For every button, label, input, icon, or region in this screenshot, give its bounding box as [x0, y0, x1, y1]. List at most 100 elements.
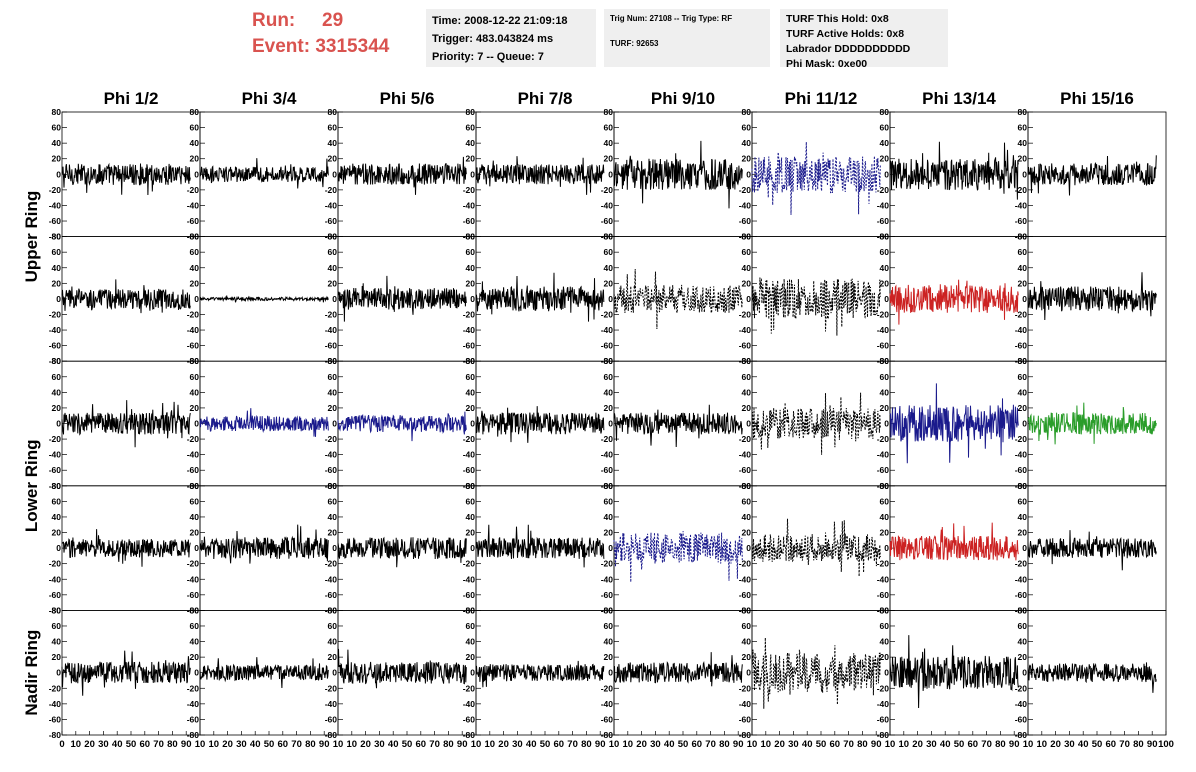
y-tick-label: 0: [470, 668, 475, 678]
x-tick-label: 10: [623, 739, 634, 750]
y-tick-label: 80: [880, 356, 890, 366]
y-tick-label: -80: [877, 730, 890, 740]
y-tick-label: -80: [877, 232, 890, 242]
y-tick-label: 60: [1018, 372, 1028, 382]
y-tick-label: 40: [604, 637, 614, 647]
x-tick-label: 30: [374, 739, 385, 750]
y-tick-label: 80: [52, 356, 62, 366]
y-tick-label: 20: [604, 278, 614, 288]
y-tick-label: 0: [1022, 169, 1027, 179]
x-tick-label: 80: [995, 739, 1006, 750]
y-tick-label: -60: [739, 590, 752, 600]
x-tick-label: 70: [705, 739, 716, 750]
y-tick-label: 60: [190, 496, 200, 506]
x-tick-label: 10: [333, 739, 344, 750]
y-tick-label: -40: [463, 200, 476, 210]
y-tick-label: 40: [1018, 263, 1028, 273]
x-tick-label: 80: [1133, 739, 1144, 750]
y-tick-label: -20: [463, 559, 476, 569]
y-tick-label: 20: [190, 278, 200, 288]
y-tick-label: -80: [49, 605, 62, 615]
y-tick-label: -40: [739, 574, 752, 584]
y-tick-label: -40: [187, 699, 200, 709]
y-tick-label: 60: [328, 247, 338, 257]
y-tick-label: -40: [463, 574, 476, 584]
y-tick-label: -20: [325, 185, 338, 195]
y-tick-label: 0: [194, 668, 199, 678]
y-tick-label: 20: [466, 154, 476, 164]
x-tick-label: 40: [112, 739, 123, 750]
y-tick-label: 20: [466, 403, 476, 413]
y-tick-label: -20: [463, 309, 476, 319]
y-tick-label: 40: [1018, 637, 1028, 647]
y-tick-label: -80: [601, 605, 614, 615]
y-tick-label: -40: [49, 699, 62, 709]
y-tick-label: -20: [187, 559, 200, 569]
y-tick-label: 0: [470, 169, 475, 179]
y-tick-label: 0: [332, 419, 337, 429]
y-tick-label: 60: [880, 621, 890, 631]
y-tick-label: -20: [463, 185, 476, 195]
waveform-trace: [1027, 402, 1157, 445]
y-tick-label: -60: [49, 714, 62, 724]
waveform-trace: [613, 140, 743, 209]
y-tick-label: -80: [187, 481, 200, 491]
column-title: Phi 5/6: [380, 89, 435, 108]
x-tick-label: 60: [1106, 739, 1117, 750]
y-tick-label: -40: [463, 450, 476, 460]
y-tick-label: -20: [325, 559, 338, 569]
x-tick-label: 40: [388, 739, 399, 750]
waveform-trace: [889, 279, 1019, 325]
waveform-trace: [199, 295, 329, 303]
y-tick-label: 80: [190, 356, 200, 366]
x-tick-label: 10: [71, 739, 82, 750]
y-tick-label: 80: [604, 481, 614, 491]
y-tick-label: 40: [190, 512, 200, 522]
y-tick-label: 20: [880, 528, 890, 538]
x-tick-label: 70: [843, 739, 854, 750]
y-tick-label: -40: [601, 450, 614, 460]
y-tick-label: 40: [328, 263, 338, 273]
column-title: Phi 9/10: [651, 89, 715, 108]
y-tick-label: 40: [52, 387, 62, 397]
x-tick-label: 40: [664, 739, 675, 750]
y-tick-label: 60: [190, 247, 200, 257]
waveform-trace: [199, 657, 329, 689]
priority-queue-text: Priority: 7 -- Queue: 7: [432, 51, 544, 63]
y-tick-label: 20: [880, 154, 890, 164]
y-tick-label: -80: [877, 605, 890, 615]
y-tick-label: 40: [52, 263, 62, 273]
x-tick-label: 40: [526, 739, 537, 750]
y-tick-label: 0: [746, 419, 751, 429]
x-tick-label: 40: [940, 739, 951, 750]
turf-text: TURF: 92653: [610, 39, 659, 48]
y-tick-label: -80: [1015, 605, 1028, 615]
y-tick-label: -40: [49, 200, 62, 210]
waveform-trace: [475, 524, 605, 568]
y-tick-label: -60: [877, 216, 890, 226]
x-tick-label: 20: [1050, 739, 1061, 750]
y-tick-label: -20: [49, 559, 62, 569]
y-tick-label: 40: [604, 512, 614, 522]
y-tick-label: -60: [1015, 590, 1028, 600]
y-tick-label: 80: [1018, 356, 1028, 366]
waveform-trace: [613, 652, 743, 687]
y-tick-label: 40: [880, 387, 890, 397]
waveform-trace: [1027, 662, 1157, 693]
waveform-trace: [61, 650, 191, 696]
y-tick-label: 80: [190, 481, 200, 491]
y-tick-label: -40: [187, 450, 200, 460]
x-tick-label: 60: [968, 739, 979, 750]
y-tick-label: 20: [52, 528, 62, 538]
x-tick-label: 10: [485, 739, 496, 750]
y-tick-label: -40: [601, 200, 614, 210]
labrador-text: Labrador DDDDDDDDDD: [786, 43, 911, 55]
waveform-trace: [1027, 155, 1157, 196]
y-tick-label: 40: [1018, 138, 1028, 148]
y-tick-label: -60: [877, 590, 890, 600]
y-tick-label: 60: [1018, 496, 1028, 506]
y-tick-label: 0: [746, 169, 751, 179]
y-tick-label: 60: [742, 123, 752, 133]
y-tick-label: 0: [608, 294, 613, 304]
y-tick-label: 20: [742, 528, 752, 538]
